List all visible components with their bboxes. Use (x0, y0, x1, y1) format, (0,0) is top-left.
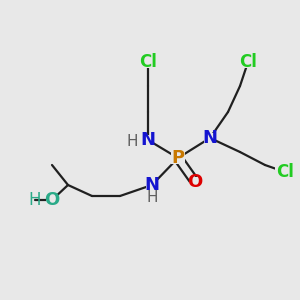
Text: O: O (188, 173, 202, 191)
Bar (275, 166, 295, 178)
Text: N: N (140, 131, 155, 149)
Text: H: H (126, 134, 138, 149)
Text: Cl: Cl (276, 163, 294, 181)
Bar (46, 194, 58, 206)
Text: H: H (146, 190, 158, 206)
Bar (142, 134, 154, 146)
Bar (189, 176, 201, 188)
Bar (238, 56, 258, 68)
Text: N: N (145, 176, 160, 194)
Text: H: H (29, 191, 41, 209)
Text: P: P (171, 149, 184, 167)
Text: N: N (202, 129, 217, 147)
Bar (204, 133, 216, 143)
Bar (138, 56, 158, 68)
Text: Cl: Cl (139, 53, 157, 71)
Bar (171, 152, 185, 164)
Bar (146, 179, 158, 191)
Text: Cl: Cl (239, 53, 257, 71)
Text: O: O (44, 191, 60, 209)
